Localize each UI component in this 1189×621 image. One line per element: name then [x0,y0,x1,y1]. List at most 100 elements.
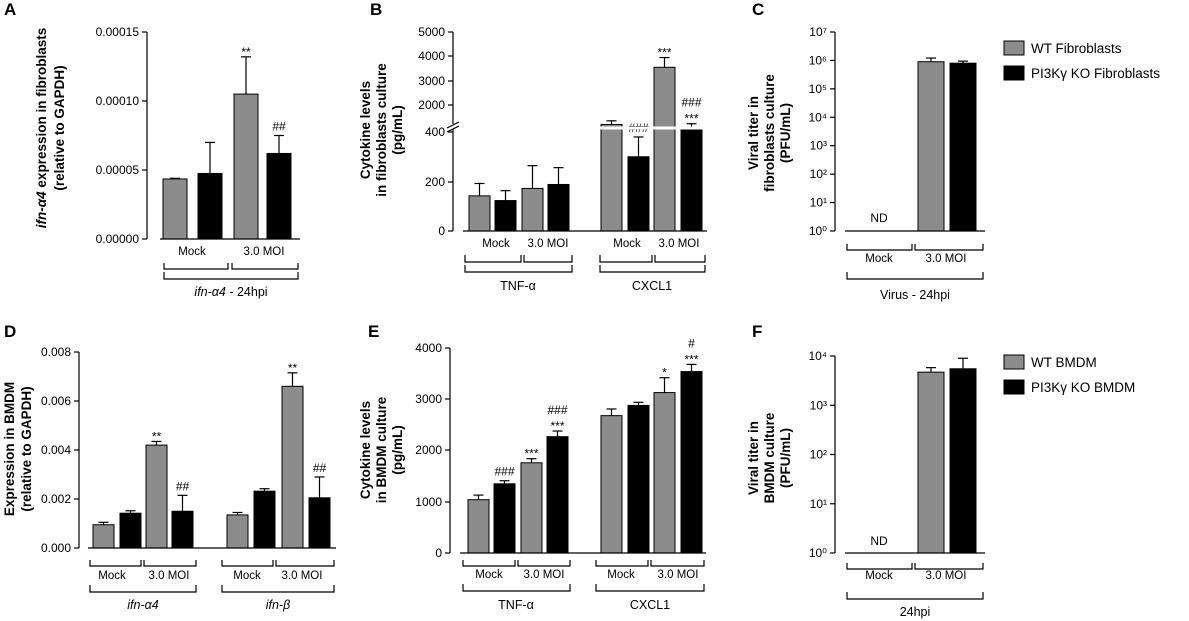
panel-e-cxcl1-ko-bar [627,404,650,554]
panel-c-ko-bar [949,62,977,232]
panel-label-d: D [4,322,16,341]
legend-top-ko-label: PI3Kγ KO Fibroblasts [1031,66,1160,81]
panel-b-tnf-ko-bar [547,183,570,232]
panel-e-group-tnf: TNF-α [498,598,534,612]
panel-d-ytick-label: 0.002 [41,492,71,506]
panel-e-ylabel-2: in BMDM culture [374,396,389,503]
panel-d-ifna4-wt-bar [92,524,115,549]
panel-b-bars: ***######*** [468,46,706,232]
panel-a-bars: ** ## [162,45,292,240]
panel-f-cond-brackets [846,563,984,570]
legend-bottom-wt-swatch [1003,354,1025,370]
panel-a-ko-bar [266,152,292,240]
panel-e-xtick-tnf-mock: Mock [475,569,503,581]
panel-d-ifna4-ko-bar [171,510,194,549]
panel-e-group-cxcl1: CXCL1 [630,598,670,612]
panel-e-ytick-label: 4000 [415,341,442,355]
panel-b-ylabel-2: in fibroblasts culture [374,63,389,197]
panel-c-ylabel-3: (PFU/mL) [778,103,793,163]
panel-f-ytick-label: 10¹ [810,497,827,511]
panel-f-bars [917,357,977,554]
panel-d-ifnb-ko-significance-label: ## [313,461,327,475]
panel-c-ytick-label: 10³ [810,139,827,153]
panel-b-axis-break-gap [447,124,459,129]
panel-a-xtick-moi: 3.0 MOI [244,246,285,258]
panel-label-f: F [752,322,762,341]
panel-d-group-ifna4: ifn-α4 [127,598,158,612]
panel-c-group-label: Virus - 24hpi [880,288,950,302]
panel-e-bars: ***######****#*** [467,336,703,554]
panel-e-cxcl1-wt-bar [653,392,676,554]
panel-b-xtick-tnf-moi: 3.0 MOI [528,238,569,250]
panel-b-xtick-cxcl-mock: Mock [613,238,641,250]
panel-d-ifna4-ko-significance-label: ## [176,479,190,493]
panel-f-ylabel-1: Viral titer in [746,421,761,495]
panel-b-cxcl1-wt-bar [600,123,623,232]
panel-e-cxcl1-ko-significance-label: *** [684,352,698,366]
panel-e-xtick-cxcl-mock: Mock [607,569,635,581]
panel-a-cond-brackets [163,263,299,270]
panel-f-ytick-label: 10² [810,448,827,462]
panel-c-cond-brackets [846,244,984,251]
panel-f-ylabel-2: BMDM culture [762,412,777,503]
panel-e-tnf-wt-bar [467,499,490,554]
panel-a-y-axis: 0.00000 0.00005 0.00010 0.00015 [96,25,148,246]
panel-label-c: C [752,0,764,19]
panel-b-ytick-label: 0 [438,224,445,238]
panel-e-cxcl1-ko-significance-label: # [688,336,695,350]
panel-b-group-cxcl1: CXCL1 [632,279,672,293]
panel-e-tnf-ko-significance-label: ### [494,465,514,479]
panel-b-axis-break-mark [446,125,460,133]
panel-b-group-tnf: TNF-α [500,279,536,293]
panel-c-xtick-mock: Mock [865,253,893,265]
panel-e-xtick-tnf-moi: 3.0 MOI [524,569,565,581]
panel-e-chart: Cytokine levels in BMDM culture (pg/mL) … [358,336,706,612]
panel-b-cxcl1-ko-bar [680,127,703,232]
panel-e-tnf-ko-significance-label: *** [550,419,564,433]
panel-d-ytick-label: 0.000 [41,541,71,555]
panel-c-y-axis: 10⁰ 10¹ 10² 10³ 10⁴ 10⁵ 10⁶ 10⁷ [808,25,836,238]
panel-f-ytick-label: 10⁰ [809,546,827,560]
panel-b-cxcl1-ko-significance-label: ### [681,96,701,110]
panel-d-ifnb-wt-bar [281,385,304,549]
panel-a-ylabel: ifn-α4 expression in fibroblasts [34,28,49,228]
legend-bottom-ko-label: PI3Kγ KO BMDM [1031,380,1135,395]
panel-c-ytick-label: 10² [810,167,827,181]
panel-f-group-bracket [846,592,984,600]
panel-c-group-bracket [846,272,984,280]
panel-e-tnf-ko-significance-label: ### [547,403,567,417]
panel-e-ytick-label: 0 [435,546,442,560]
panel-c-ytick-label: 10⁵ [809,82,827,96]
panel-d-ifna4-ko-bar [119,512,142,549]
panel-b-ylabel-3: (pg/mL) [390,105,405,155]
panel-c-nd-label: ND [870,211,888,225]
panel-c-ytick-label: 10⁰ [809,224,827,238]
panel-label-a: A [4,0,16,19]
panel-label-e: E [368,322,379,341]
panel-a-wt-bar [162,178,188,240]
panel-d-ylabel-1: Expression in BMDM [2,382,17,516]
panel-c-ylabel-1: Viral titer in [746,96,761,170]
panel-a-ytick-label: 0.00005 [96,163,140,177]
legend-top: WT Fibroblasts PI3Kγ KO Fibroblasts [1003,40,1160,81]
panel-b-cxcl1-wt-significance-label: *** [657,46,671,60]
panel-f-ytick-label: 10⁴ [808,349,827,363]
panel-c-xtick-moi: 3.0 MOI [926,253,967,265]
panel-b-ytick-label: 400 [425,125,445,139]
panel-e-ytick-label: 3000 [415,392,442,406]
panel-a-ko-bar [197,172,223,240]
panel-e-ylabel-3: (pg/mL) [390,425,405,475]
panel-b-ytick-label: 5000 [418,25,445,39]
panel-c-chart: Viral titer in fibroblasts culture (PFU/… [746,25,985,302]
panel-d-ifna4-wt-significance-label: ** [152,429,162,443]
panel-e-group-brackets [462,584,705,592]
panel-d-ifnb-ko-bar [253,490,276,549]
panel-b-chart: Cytokine levels in fibroblasts culture (… [358,25,707,293]
panel-e-cond-brackets [462,560,705,567]
legend-top-wt-swatch [1003,40,1025,56]
panel-label-b: B [370,0,382,19]
panel-e-ylabel-1: Cytokine levels [358,401,373,499]
panel-c-ytick-label: 10⁶ [809,53,827,67]
panel-a-group-label: ifn-α4 - 24hpi [194,285,267,299]
panel-e-tnf-ko-bar [493,483,516,554]
